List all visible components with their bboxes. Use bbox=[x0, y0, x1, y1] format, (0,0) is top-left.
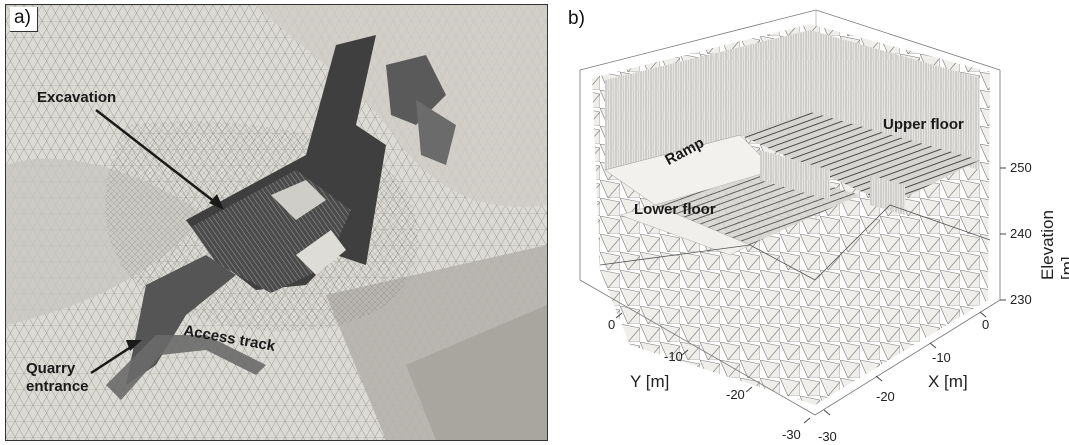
excavation-arrow bbox=[95, 109, 217, 204]
y-tick-1: -10 bbox=[664, 349, 683, 364]
panel-a-label: a) bbox=[10, 7, 38, 32]
bbox-front-edges bbox=[579, 279, 1001, 416]
panel-b-label: b) bbox=[568, 8, 585, 29]
entrance-arrowhead bbox=[126, 340, 142, 351]
z-tick-0: 250 bbox=[1010, 160, 1032, 175]
quarry-entrance-label: Quarry entrance bbox=[26, 360, 89, 395]
y-axis-title: Y [m] bbox=[630, 372, 670, 391]
lower-floor-label: Lower floor bbox=[634, 201, 716, 218]
z-axis-title: Elevation [m] bbox=[1038, 210, 1069, 280]
excavation-arrowhead bbox=[209, 194, 224, 210]
upper-floor bbox=[740, 112, 980, 205]
back-wall-right bbox=[810, 30, 980, 170]
panel-b-3d-model: b) Ramp Upper floor Lower floor 0 -10 -2… bbox=[560, 0, 1069, 445]
quarry-mesh-render bbox=[6, 5, 547, 440]
back-wall-left bbox=[605, 30, 810, 170]
y-tick-2: -20 bbox=[726, 387, 745, 402]
quarry-3d-render bbox=[579, 9, 1006, 424]
panel-a-quarry-overview: a) Excavation Access track Quarry entran… bbox=[5, 4, 548, 441]
excavation-label: Excavation bbox=[37, 89, 117, 106]
entrance-arrow bbox=[90, 343, 135, 375]
x-tick-3: -30 bbox=[818, 429, 837, 444]
y-tick-3: -30 bbox=[782, 427, 801, 442]
y-tick-0: 0 bbox=[608, 317, 616, 332]
z-tick-1: 240 bbox=[1010, 226, 1032, 241]
upper-floor-label: Upper floor bbox=[883, 116, 964, 133]
x-tick-2: -20 bbox=[876, 389, 895, 404]
x-axis-title: X [m] bbox=[928, 372, 968, 391]
z-tick-2: 230 bbox=[1010, 292, 1032, 307]
x-tick-0: 0 bbox=[982, 317, 990, 332]
x-tick-1: -10 bbox=[932, 350, 951, 365]
